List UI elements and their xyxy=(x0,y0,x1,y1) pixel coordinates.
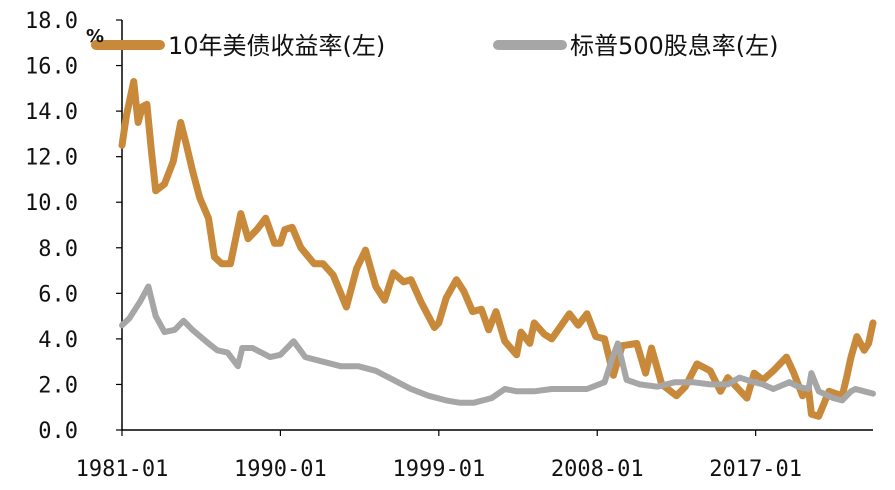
y-tick-label: 18.0 xyxy=(25,9,78,34)
y-tick-label: 0.0 xyxy=(38,419,78,444)
x-tick-label: 2017-01 xyxy=(709,457,802,482)
y-tick-label: 2.0 xyxy=(38,373,78,398)
series-line-treasury-yield xyxy=(118,78,877,420)
axes: 0.0 2.0 4.0 6.0 8.0 10.0 12.0 14.0 16.0 18.0 1981-… xyxy=(25,9,873,482)
y-tick-label: 8.0 xyxy=(38,237,78,262)
y-tick-label: 14.0 xyxy=(25,100,78,125)
legend-label-treasury-yield: 10年美债收益率(左) xyxy=(168,32,385,60)
x-tick-label: 1999-01 xyxy=(392,457,485,482)
series-layer xyxy=(118,78,877,420)
y-tick-label: 12.0 xyxy=(25,146,78,171)
y-tick-label: 10.0 xyxy=(25,191,78,216)
y-unit-label: % xyxy=(86,26,104,47)
y-tick-label: 6.0 xyxy=(38,282,78,307)
y-tick-label: 16.0 xyxy=(25,55,78,80)
legend: 10年美债收益率(左) 标普500股息率(左) xyxy=(91,32,779,60)
x-tick-label: 2008-01 xyxy=(551,457,644,482)
y-tick-label: 4.0 xyxy=(38,328,78,353)
series-line-dividend-yield xyxy=(119,283,876,406)
x-tick-label: 1990-01 xyxy=(234,457,327,482)
x-tick-label: 1981-01 xyxy=(76,457,169,482)
legend-label-dividend-yield: 标普500股息率(左) xyxy=(570,32,779,60)
